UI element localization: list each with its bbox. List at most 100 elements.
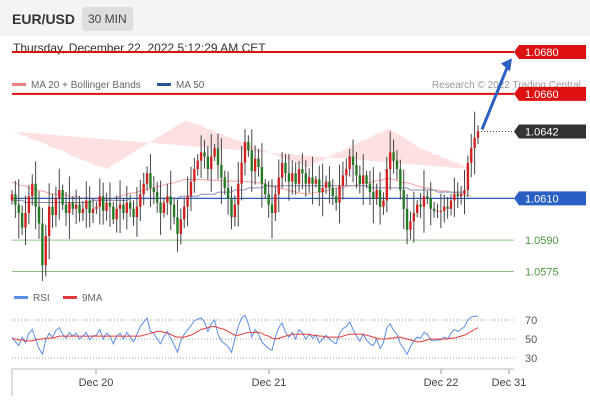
candle bbox=[419, 193, 422, 219]
candle-body bbox=[392, 152, 395, 161]
level-label-text: 1.0660 bbox=[525, 89, 559, 101]
candle-body bbox=[240, 162, 243, 184]
candle bbox=[91, 198, 95, 224]
candle bbox=[334, 188, 338, 211]
candle bbox=[314, 175, 318, 188]
candle-body bbox=[71, 202, 74, 209]
candle bbox=[395, 150, 399, 180]
candle-body bbox=[395, 160, 399, 170]
candle-body bbox=[142, 183, 145, 195]
candle bbox=[213, 143, 216, 161]
candle-body bbox=[328, 181, 331, 188]
candle-body bbox=[85, 200, 88, 209]
candle-body bbox=[422, 196, 426, 207]
candle-body bbox=[264, 183, 267, 195]
candle-body bbox=[183, 206, 186, 220]
candle-body bbox=[280, 162, 284, 178]
candle bbox=[382, 192, 385, 215]
candle bbox=[122, 198, 125, 220]
candle bbox=[409, 211, 412, 240]
candle-body bbox=[34, 183, 37, 207]
level-label-1.0642: 1.0642 bbox=[514, 124, 586, 139]
candle bbox=[132, 200, 135, 226]
legend-rsi-label: RSI bbox=[33, 293, 50, 304]
candle bbox=[355, 151, 358, 189]
candle bbox=[95, 201, 98, 214]
candle bbox=[372, 167, 375, 224]
level-label-text: 1.0575 bbox=[525, 267, 559, 279]
candle-body bbox=[250, 150, 253, 172]
candle-body bbox=[429, 198, 432, 209]
candle-body bbox=[267, 194, 270, 205]
candle-body bbox=[382, 200, 385, 207]
candle bbox=[189, 166, 193, 212]
candle-body bbox=[287, 173, 291, 182]
candle-body bbox=[17, 204, 20, 213]
candle bbox=[470, 133, 473, 178]
candle-body bbox=[223, 177, 226, 188]
candle-body bbox=[81, 208, 85, 213]
candle-body bbox=[27, 196, 31, 213]
legend-rsi: RSI bbox=[14, 293, 50, 304]
candle-body bbox=[243, 141, 247, 163]
level-label-text: 1.0680 bbox=[525, 47, 559, 59]
candle-body bbox=[247, 141, 250, 151]
candle-body bbox=[260, 167, 264, 184]
candle-body bbox=[203, 152, 206, 157]
candle-body bbox=[284, 162, 287, 174]
candle bbox=[260, 143, 264, 208]
candle-body bbox=[355, 164, 358, 176]
candle bbox=[453, 177, 456, 217]
candle-body bbox=[321, 187, 324, 193]
candle-body bbox=[186, 196, 189, 207]
candle bbox=[412, 191, 416, 243]
candle bbox=[358, 165, 361, 194]
candle-body bbox=[44, 235, 47, 266]
projection bbox=[480, 58, 512, 131]
candle-body bbox=[456, 194, 459, 197]
candle-body bbox=[68, 202, 71, 213]
candle bbox=[61, 184, 64, 210]
candle-body bbox=[105, 202, 108, 211]
candle-body bbox=[88, 200, 91, 213]
candle-body bbox=[402, 189, 405, 209]
rsi-swatch bbox=[14, 295, 28, 299]
candle-body bbox=[405, 208, 409, 230]
candle bbox=[341, 161, 345, 200]
projection-arrow-shaft bbox=[480, 64, 510, 131]
candle bbox=[294, 162, 297, 195]
x-axis: Dec 20 Dec 21 Dec 22 Dec 31 bbox=[11, 368, 526, 396]
x-tick-label: Dec 20 bbox=[79, 377, 114, 389]
candle bbox=[264, 179, 267, 199]
candle bbox=[54, 186, 58, 227]
candle bbox=[392, 139, 395, 174]
candle bbox=[226, 171, 230, 215]
candle-body bbox=[216, 148, 220, 165]
candle bbox=[152, 175, 156, 205]
candle bbox=[338, 164, 341, 224]
candle bbox=[463, 169, 466, 215]
candle-body bbox=[277, 177, 280, 195]
candle-body bbox=[466, 162, 470, 190]
candle-body bbox=[362, 175, 365, 184]
level-label-1.0660: 1.0660 bbox=[514, 86, 586, 101]
candle-body bbox=[443, 206, 446, 211]
candle bbox=[331, 179, 334, 206]
candle bbox=[51, 193, 54, 228]
candle bbox=[47, 183, 51, 260]
candle-body bbox=[139, 194, 142, 207]
candle-body bbox=[348, 156, 351, 170]
candle bbox=[446, 196, 449, 219]
candle bbox=[139, 179, 142, 221]
candle bbox=[186, 176, 189, 227]
candle bbox=[220, 138, 223, 205]
candle-body bbox=[169, 196, 172, 205]
rsi-ma9-line bbox=[12, 326, 479, 343]
candle-body bbox=[432, 208, 436, 211]
candle-body bbox=[473, 137, 476, 149]
candle bbox=[98, 178, 101, 225]
candle-body bbox=[210, 156, 213, 170]
candle-body bbox=[463, 189, 466, 195]
timeframe-selector[interactable]: 30 MIN bbox=[82, 7, 133, 31]
